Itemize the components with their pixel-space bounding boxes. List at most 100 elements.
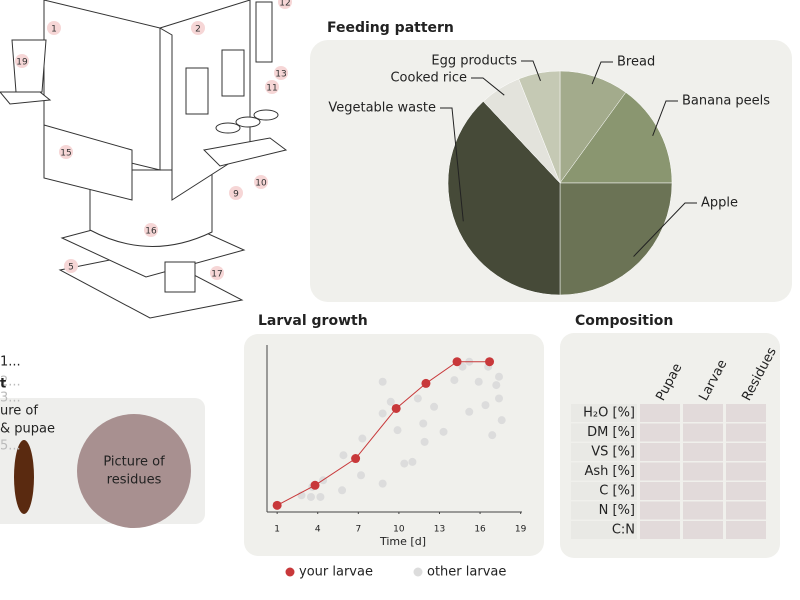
data-point [450, 376, 459, 385]
data-point [458, 362, 467, 371]
table-cell [640, 482, 680, 500]
step: 1... [0, 355, 21, 370]
pupa-image [14, 440, 34, 514]
bracket [255, 1, 273, 63]
label-badge [59, 145, 73, 159]
legend-label: other larvae [427, 565, 506, 580]
growth-panel [244, 334, 544, 556]
part-number: 15 [60, 149, 71, 159]
data-point [430, 402, 439, 411]
table-cell [726, 501, 766, 520]
foot [164, 261, 196, 293]
row-label: C:N [612, 523, 635, 538]
table-cell [683, 521, 723, 539]
data-point [310, 480, 320, 490]
label-badge [274, 66, 288, 80]
leader-line [440, 107, 464, 222]
pie: Bread Banana peels Apple Vegetable waste Coo… [328, 54, 770, 296]
data-point [272, 500, 282, 510]
part-number: 12 [279, 0, 290, 9]
row-label-bg [571, 482, 637, 500]
heading: t [0, 377, 6, 392]
leader-line [652, 100, 678, 136]
data-point [357, 471, 366, 480]
label-badge [47, 21, 61, 35]
data-point [481, 401, 490, 410]
pie-slice [559, 92, 673, 184]
data-point [306, 492, 315, 501]
row-label-bg [571, 462, 637, 481]
table-cell [640, 423, 680, 442]
row-label-bg [571, 404, 637, 422]
table-cell [640, 443, 680, 461]
row-label: N [%] [599, 503, 635, 518]
part-number: 10 [255, 179, 267, 189]
table-cell [726, 482, 766, 500]
label-badge [278, 0, 292, 9]
row-label-bg [571, 443, 637, 461]
pie-slice [447, 101, 561, 296]
part-number: 13 [275, 70, 286, 80]
pie-slice [518, 70, 561, 184]
cup [215, 122, 241, 134]
cup [11, 39, 47, 93]
data-point [408, 457, 417, 466]
label-badge [210, 266, 224, 280]
data-point [378, 377, 387, 386]
table-cell [640, 462, 680, 481]
part-number: 1 [51, 25, 57, 35]
data-point [474, 377, 483, 386]
part-number: 19 [16, 58, 28, 68]
shelf [0, 91, 52, 105]
data-point [351, 454, 361, 464]
table-cell [726, 462, 766, 481]
label-badge [229, 186, 243, 200]
x-axis-label: Time [d] [379, 535, 426, 548]
part-number: 9 [233, 190, 239, 200]
step: 3... [0, 391, 21, 406]
cup [253, 109, 279, 121]
legend-swatch [413, 567, 423, 577]
side-text: ure of [0, 404, 38, 419]
pie-slice [559, 182, 673, 296]
data-point [495, 372, 504, 381]
row-label-bg [571, 501, 637, 520]
data-point [452, 357, 462, 367]
row-label: DM [%] [587, 425, 635, 440]
slice-label: Cooked rice [390, 71, 467, 86]
data-point [316, 492, 325, 501]
data-point [339, 451, 348, 460]
data-point [419, 419, 428, 428]
composition-title: Composition [575, 313, 673, 329]
table-cell [640, 521, 680, 539]
slice-label: Banana peels [682, 94, 770, 109]
window [221, 49, 245, 97]
table-cell [726, 443, 766, 461]
label-badge [191, 21, 205, 35]
table-cell [726, 423, 766, 442]
slice-label: Vegetable waste [328, 101, 436, 116]
data-point [338, 486, 347, 495]
legend: your larvae other larvae [285, 565, 506, 580]
data-point [497, 416, 506, 425]
table-cell [726, 521, 766, 539]
window [185, 67, 209, 115]
x-tick-label: 19 [515, 525, 527, 535]
table-cell [683, 462, 723, 481]
table-cell [640, 404, 680, 422]
legend-swatch [285, 567, 295, 577]
row-label: H₂O [%] [583, 406, 635, 421]
row-label: VS [%] [591, 445, 635, 460]
cup [235, 116, 261, 128]
residues-caption: residues [107, 473, 162, 488]
row-label: C [%] [599, 484, 635, 499]
data-point [495, 394, 504, 403]
leader-line [591, 61, 613, 85]
data-point [488, 431, 497, 440]
x-tick-label: 10 [393, 525, 405, 535]
pie-title: Feeding pattern [327, 20, 454, 36]
growth-plot: 1 4 7 10 13 16 19 [272, 357, 527, 535]
part-number: 2 [195, 25, 201, 35]
